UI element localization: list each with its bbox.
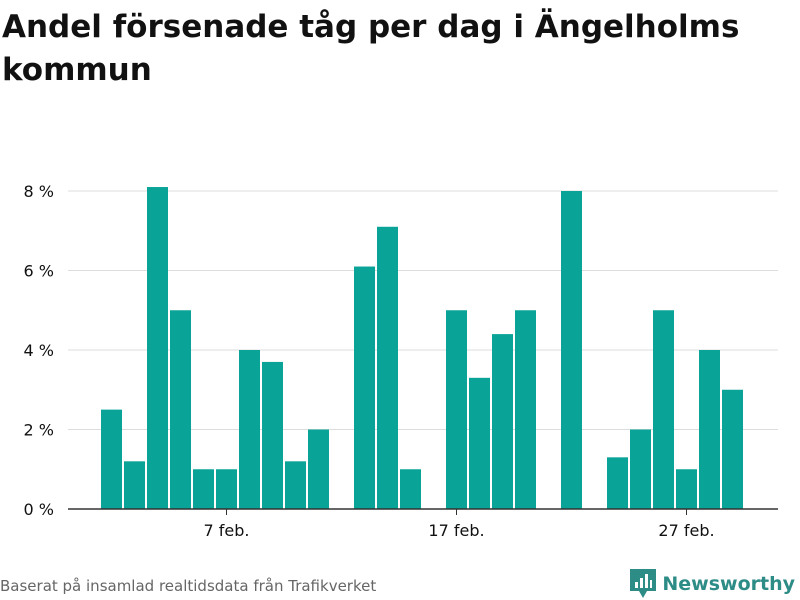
bar bbox=[699, 350, 720, 509]
bar bbox=[147, 187, 168, 509]
bar bbox=[285, 461, 306, 509]
bar bbox=[354, 266, 375, 509]
bar bbox=[561, 191, 582, 509]
y-tick-label: 4 % bbox=[24, 341, 54, 360]
bar bbox=[492, 334, 513, 509]
brand-name: Newsworthy bbox=[662, 573, 795, 595]
bar bbox=[446, 310, 467, 509]
bar bbox=[653, 310, 674, 509]
bars bbox=[101, 187, 743, 509]
bar bbox=[193, 469, 214, 509]
y-axis-ticks: 0 % 2 % 4 % 6 % 8 % bbox=[24, 182, 54, 519]
y-tick-label: 8 % bbox=[24, 182, 54, 201]
bar bbox=[722, 389, 743, 509]
y-tick-label: 2 % bbox=[24, 421, 54, 440]
bar bbox=[515, 310, 536, 509]
bar bbox=[607, 457, 628, 509]
chart-title: Andel försenade tåg per dag i Ängelholms… bbox=[2, 9, 740, 88]
x-tick-label: 7 feb. bbox=[204, 521, 250, 540]
bar bbox=[377, 226, 398, 509]
y-tick-label: 6 % bbox=[24, 262, 54, 281]
x-axis-ticks: 7 feb. 17 feb. 27 feb. bbox=[204, 509, 715, 540]
x-tick-label: 17 feb. bbox=[428, 521, 484, 540]
bar bbox=[239, 350, 260, 509]
bar bbox=[101, 409, 122, 509]
bar-chart: 0 % 2 % 4 % 6 % 8 % 7 feb. 17 feb. 27 feb. bbox=[24, 182, 778, 540]
bar bbox=[469, 377, 490, 509]
newsworthy-logo-icon bbox=[630, 569, 657, 598]
bar bbox=[170, 310, 191, 509]
bar bbox=[676, 469, 697, 509]
y-tick-label: 0 % bbox=[24, 500, 54, 519]
bar bbox=[308, 429, 329, 509]
bar bbox=[630, 429, 651, 509]
brand-logo: Newsworthy bbox=[630, 568, 795, 600]
source-note: Baserat på insamlad realtidsdata från Tr… bbox=[0, 577, 377, 595]
bar bbox=[262, 361, 283, 509]
bar bbox=[124, 461, 145, 509]
bar bbox=[216, 469, 237, 509]
bar bbox=[400, 469, 421, 509]
x-tick-label: 27 feb. bbox=[658, 521, 714, 540]
